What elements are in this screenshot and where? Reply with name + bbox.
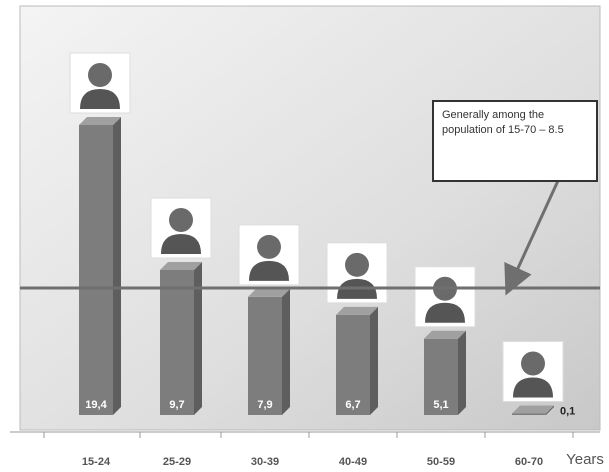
- x-tick-label: 50-59: [427, 456, 455, 468]
- bar: [79, 125, 113, 415]
- value-label: 0,1: [560, 405, 575, 417]
- x-tick-label: 60-70: [515, 456, 543, 468]
- value-label: 9,7: [169, 399, 184, 411]
- person-icon: [327, 243, 387, 303]
- person-icon: [151, 198, 211, 258]
- icon-head: [521, 352, 545, 376]
- bar-side: [194, 262, 202, 415]
- person-icon: [503, 342, 563, 402]
- x-tick-label: 25-29: [163, 456, 191, 468]
- icon-head: [169, 208, 193, 232]
- icon-head: [257, 235, 281, 259]
- bar-side: [113, 117, 121, 415]
- bar-group: [248, 289, 290, 415]
- page: Years 15-24 19,4 25-29 9,7 30-39 7,9 40-49 6,7 5…: [0, 0, 609, 472]
- icon-head: [88, 63, 112, 87]
- bar-group: [160, 262, 202, 415]
- annotation: Generally among the population of 15-70 …: [432, 100, 598, 182]
- x-axis-label: Years: [566, 451, 604, 468]
- bar: [160, 270, 194, 415]
- value-label: 5,1: [433, 399, 448, 411]
- value-label: 6,7: [345, 399, 360, 411]
- bar: [248, 297, 282, 415]
- x-tick-label: 15-24: [82, 456, 111, 468]
- x-tick-label: 30-39: [251, 456, 279, 468]
- icon-head: [345, 253, 369, 277]
- bar-side: [282, 289, 290, 415]
- value-label: 19,4: [85, 399, 107, 411]
- value-label: 7,9: [257, 399, 272, 411]
- x-tick-label: 40-49: [339, 456, 367, 468]
- chart: Years 15-24 19,4 25-29 9,7 30-39 7,9 40-49 6,7 5…: [0, 0, 609, 472]
- person-icon: [415, 267, 475, 327]
- bar-side: [370, 307, 378, 415]
- bar-side: [458, 331, 466, 415]
- person-icon: [239, 225, 299, 285]
- bar: [512, 414, 546, 415]
- person-icon: [70, 53, 130, 113]
- bar-group: [79, 117, 121, 415]
